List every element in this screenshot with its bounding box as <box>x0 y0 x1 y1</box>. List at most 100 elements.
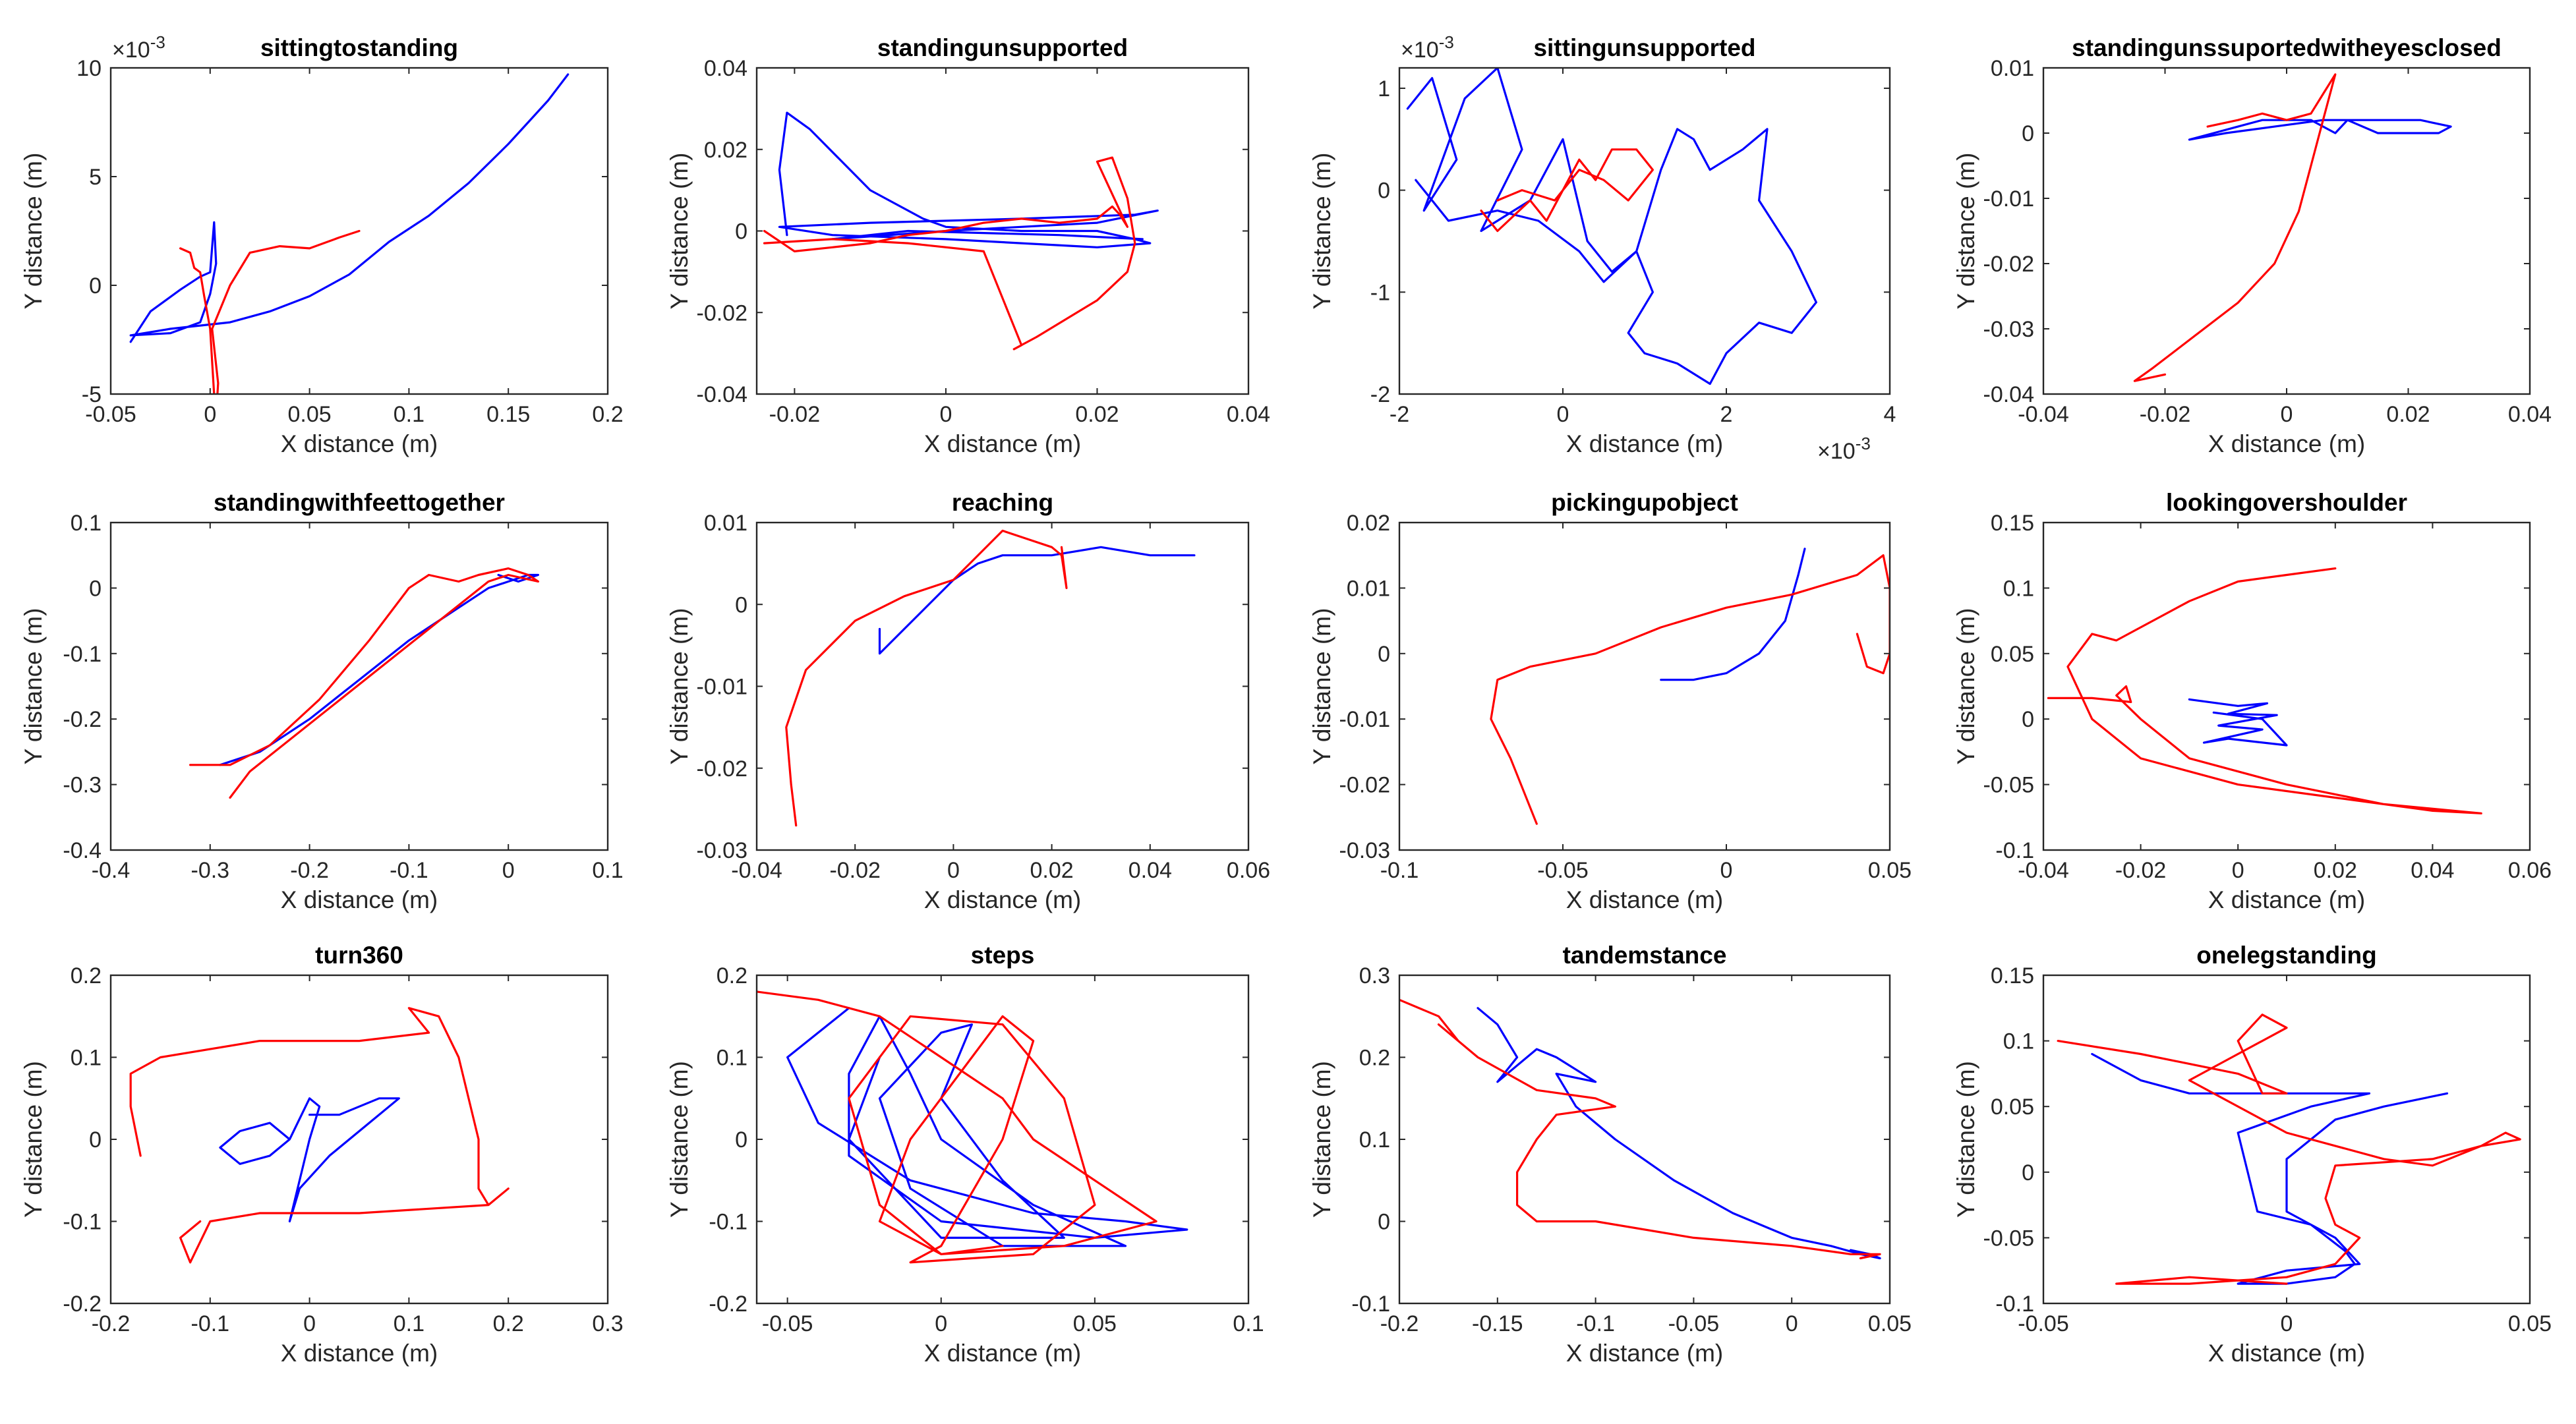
x-axis-label: X distance (m) <box>281 430 438 457</box>
x-axis-label: X distance (m) <box>924 1340 1082 1367</box>
y-tick-label: 0.3 <box>1359 963 1390 988</box>
y-axis-label: Y distance (m) <box>1308 153 1335 310</box>
x-tick-label: -0.04 <box>2018 858 2069 883</box>
series-blue <box>786 1007 1188 1247</box>
x-axis-label: X distance (m) <box>281 886 438 913</box>
series-blue <box>878 546 1196 655</box>
x-tick-label: -0.04 <box>2018 402 2069 427</box>
y-tick-label: -0.02 <box>1983 252 2035 277</box>
y-tick-label: 0 <box>1378 179 1390 204</box>
x-tick-label: 0 <box>1557 402 1569 427</box>
x-tick-label: 0 <box>939 402 952 427</box>
y-tick-label: 0 <box>2022 707 2034 732</box>
x-tick-label: -0.05 <box>2018 1311 2069 1336</box>
x-tick-label: 0.02 <box>2386 402 2430 427</box>
x-axis-label: X distance (m) <box>1566 1340 1724 1367</box>
x-tick-label: 0.02 <box>1030 858 1074 883</box>
y-tick-label: -0.04 <box>697 382 748 407</box>
x-tick-label: 0.02 <box>2314 858 2357 883</box>
y-tick-label: 0 <box>735 1127 747 1153</box>
series-red <box>1480 148 1654 233</box>
x-tick-label: -0.3 <box>191 858 230 883</box>
subplot-title: standingunsupported <box>877 34 1128 61</box>
x-tick-label: -0.4 <box>92 858 131 883</box>
y-tick-label: 10 <box>76 56 102 81</box>
series-red <box>2047 567 2482 814</box>
x-axis-label: X distance (m) <box>2208 886 2366 913</box>
y-tick-label: 0 <box>1378 1210 1390 1235</box>
y-tick-label: -0.03 <box>1983 317 2035 342</box>
y-tick-label: 0.05 <box>1991 642 2034 667</box>
x-axis-label: X distance (m) <box>924 886 1082 913</box>
series-blue <box>129 73 570 343</box>
series-red <box>1399 998 1881 1260</box>
x-tick-label: 0.2 <box>493 1311 524 1336</box>
x-tick-label: -0.2 <box>1380 1311 1419 1336</box>
x-tick-label: -0.2 <box>290 858 329 883</box>
x-tick-label: 0 <box>935 1311 947 1336</box>
x-tick-label: -0.2 <box>92 1311 131 1336</box>
series-blue <box>2188 698 2288 747</box>
axes-frame <box>1398 67 1891 395</box>
y-tick-label: 0.15 <box>1991 511 2034 536</box>
y-tick-label: 0.2 <box>71 963 102 988</box>
series-blue <box>219 1097 400 1223</box>
y-axis-label: Y distance (m) <box>666 153 693 310</box>
y-tick-label: 1 <box>1378 76 1390 101</box>
subplot-title: onelegstanding <box>2196 942 2376 969</box>
axes-frame <box>109 521 609 851</box>
y-tick-label: 0 <box>735 592 747 617</box>
y-tick-label: 0 <box>735 219 747 244</box>
y-tick-label: 0.01 <box>1991 56 2034 81</box>
series-red <box>189 567 539 799</box>
x-tick-label: 0.1 <box>592 858 623 883</box>
y-axis-label: Y distance (m) <box>1952 153 1979 310</box>
y-tick-label: -0.2 <box>63 707 102 732</box>
x-tick-label: 0.05 <box>1868 858 1912 883</box>
y-exponent-label: ×10-3 <box>1401 32 1454 63</box>
y-tick-label: -0.03 <box>1339 838 1391 863</box>
x-tick-label: 0.3 <box>592 1311 623 1336</box>
y-tick-label: 0 <box>2022 1160 2034 1185</box>
x-tick-label: 0.04 <box>1227 402 1270 427</box>
y-tick-label: 0.1 <box>2003 576 2034 601</box>
y-tick-label: 5 <box>89 165 102 190</box>
x-tick-label: 0.1 <box>394 1311 424 1336</box>
y-tick-label: -0.4 <box>63 838 102 863</box>
x-tick-label: 0.2 <box>592 402 623 427</box>
y-tick-label: -0.1 <box>1351 1292 1390 1317</box>
x-tick-label: 0.04 <box>2411 858 2454 883</box>
y-tick-label: -0.3 <box>63 773 102 798</box>
y-tick-label: 0.2 <box>1359 1046 1390 1071</box>
y-tick-label: -2 <box>1370 382 1390 407</box>
x-tick-label: -0.15 <box>1472 1311 1523 1336</box>
subplot-standingunsupported: -0.02 0 0.02 0.04 -0.04 -0.02 0 0.02 0.04 standin… <box>666 34 1270 457</box>
y-tick-label: 0.02 <box>1347 511 1390 536</box>
axes-frame <box>109 67 609 395</box>
x-tick-label: 0.1 <box>1233 1311 1264 1336</box>
x-tick-label: -0.1 <box>390 858 428 883</box>
x-tick-label: -0.02 <box>2115 858 2167 883</box>
y-tick-label: -0.02 <box>1339 773 1391 798</box>
y-axis-label: Y distance (m) <box>1952 608 1979 765</box>
series-blue <box>2091 1052 2449 1285</box>
y-axis-label: Y distance (m) <box>666 1061 693 1218</box>
y-tick-label: 0.1 <box>717 1046 747 1071</box>
y-tick-label: -0.04 <box>1983 382 2035 407</box>
x-tick-label: 0.05 <box>1073 1311 1117 1336</box>
y-tick-label: -0.01 <box>697 675 748 700</box>
y-tick-label: -0.1 <box>1995 1292 2034 1317</box>
subplot-reaching: -0.04 -0.02 0 0.02 0.04 0.06 -0.03 -0.02 -0.01 0 0… <box>666 489 1270 913</box>
subplot-title: steps <box>971 942 1035 969</box>
y-tick-label: -1 <box>1370 280 1390 305</box>
y-tick-label: -0.03 <box>697 838 748 863</box>
series-blue <box>1406 68 1817 385</box>
x-tick-label: -0.04 <box>731 858 782 883</box>
y-tick-label: -0.2 <box>63 1292 102 1317</box>
y-tick-label: -0.02 <box>697 756 748 782</box>
subplot-title: sittingtostanding <box>260 34 458 61</box>
x-tick-label: 0.15 <box>486 402 530 427</box>
x-tick-label: 0.06 <box>1227 858 1270 883</box>
subplot-title: turn360 <box>315 942 403 969</box>
subplot-lookingovershoulder: -0.04 -0.02 0 0.02 0.04 0.06 -0.1 -0.05 0 0.05 0.1… <box>1952 489 2552 913</box>
